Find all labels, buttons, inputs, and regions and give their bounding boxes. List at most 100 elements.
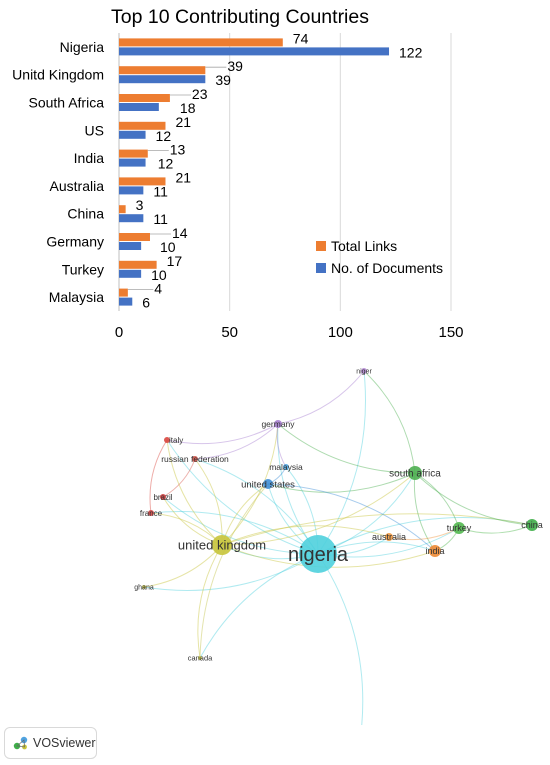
- network-node: [263, 479, 273, 489]
- bar-total-links: [119, 177, 166, 186]
- bar-total-links: [119, 205, 126, 214]
- network-node-label: united kingdom: [178, 538, 266, 553]
- network-edge: [317, 370, 366, 555]
- network-node-label: canada: [188, 654, 213, 663]
- data-label-documents: 39: [215, 72, 231, 88]
- network-edge: [363, 370, 416, 474]
- network-node-label: france: [140, 509, 163, 518]
- data-label-total-links: 39: [227, 58, 243, 74]
- network-nodes: [142, 368, 538, 660]
- bar-total-links: [119, 260, 157, 269]
- data-label-total-links: 23: [192, 86, 208, 102]
- network-edge: [414, 472, 460, 529]
- bar-total-links: [119, 38, 283, 47]
- bar-total-links: [119, 288, 128, 297]
- network-edge: [221, 423, 279, 546]
- bar-documents: [119, 297, 133, 306]
- network-node-label: nigeria: [288, 544, 349, 566]
- network-node: [212, 535, 232, 555]
- chart-category-labels: Nigeria Unitd Kingdom South Africa US India A…: [12, 39, 104, 305]
- network-node-label: australia: [372, 532, 406, 542]
- data-label-total-links: 4: [154, 281, 162, 297]
- bar-total-links: [119, 66, 206, 75]
- category-label: US: [85, 122, 104, 138]
- bar-documents: [119, 186, 144, 195]
- network-node: [283, 464, 289, 470]
- category-label: Nigeria: [60, 39, 105, 55]
- chart-legend: Total Links No. of Documents: [316, 238, 443, 276]
- network-edge: [197, 544, 223, 659]
- network-node: [526, 519, 538, 531]
- network-node-label: brazil: [153, 493, 172, 502]
- network-node: [160, 494, 166, 500]
- data-label-total-links: 13: [170, 142, 186, 158]
- network-node-label: russian federation: [161, 454, 229, 464]
- network-edge: [150, 510, 319, 555]
- data-label-total-links: 14: [172, 225, 188, 241]
- network-edge: [317, 517, 533, 555]
- network-node-label: china: [521, 520, 543, 530]
- network-edge: [166, 439, 319, 555]
- vosviewer-logo-icon: [13, 736, 28, 750]
- legend-swatch: [316, 241, 326, 251]
- network-edge: [221, 525, 390, 546]
- legend-label: Total Links: [331, 238, 397, 254]
- network-edge: [277, 370, 365, 425]
- network-node-label: niger: [356, 368, 372, 375]
- network-node: [198, 656, 202, 660]
- network-edge: [166, 423, 279, 445]
- legend-label: No. of Documents: [331, 260, 443, 276]
- network-node: [361, 368, 367, 374]
- network-edge: [194, 423, 279, 460]
- bar-total-links: [119, 149, 148, 158]
- bar-documents: [119, 75, 206, 84]
- bar-total-links: [119, 233, 150, 241]
- data-label-documents: 11: [153, 211, 168, 227]
- network-edge: [458, 524, 533, 534]
- bar-documents: [119, 269, 142, 278]
- network-edge: [199, 483, 269, 659]
- data-label-documents: 12: [158, 156, 174, 172]
- network-node: [453, 522, 465, 534]
- legend-swatch: [316, 263, 326, 273]
- network-edge: [162, 496, 319, 555]
- data-label-total-links: 21: [175, 114, 191, 130]
- data-label-documents: 10: [151, 267, 167, 283]
- network-edge: [162, 458, 196, 498]
- bar-documents: [119, 103, 159, 111]
- category-label: India: [74, 150, 105, 166]
- category-label: Unitd Kingdom: [12, 67, 104, 83]
- network-node: [299, 535, 337, 573]
- network-edge: [267, 483, 436, 552]
- network-node: [408, 466, 422, 480]
- network-edge: [143, 553, 319, 591]
- data-label-total-links: 17: [167, 253, 183, 269]
- network-node-label: south africa: [389, 469, 441, 480]
- network-labels: nigeria united kingdom south africa china tu…: [134, 368, 543, 663]
- network-node: [385, 533, 393, 541]
- network-node-label: ghana: [134, 584, 154, 591]
- bar-documents: [119, 47, 390, 56]
- network-node: [148, 510, 154, 516]
- data-label-documents: 10: [160, 239, 176, 255]
- data-label-total-links: 3: [136, 197, 144, 213]
- vosviewer-badge: VOSviewer: [4, 727, 97, 759]
- data-label-documents: 122: [399, 44, 423, 60]
- data-label-documents: 12: [156, 128, 172, 144]
- network-node-label: italy: [169, 436, 183, 445]
- network-edge: [166, 439, 223, 546]
- network-edge: [414, 472, 533, 526]
- bar-documents: [119, 158, 146, 167]
- data-label-documents: 18: [180, 100, 196, 116]
- category-label: Australia: [50, 178, 105, 194]
- bar-documents: [119, 214, 144, 223]
- network-edge: [267, 472, 416, 493]
- network-node: [164, 437, 170, 443]
- vosviewer-label: VOSviewer: [33, 736, 96, 750]
- network-edge: [221, 472, 416, 546]
- x-tick-label: 150: [438, 324, 463, 341]
- network-node-label: germany: [261, 419, 295, 429]
- network-edge: [149, 439, 168, 514]
